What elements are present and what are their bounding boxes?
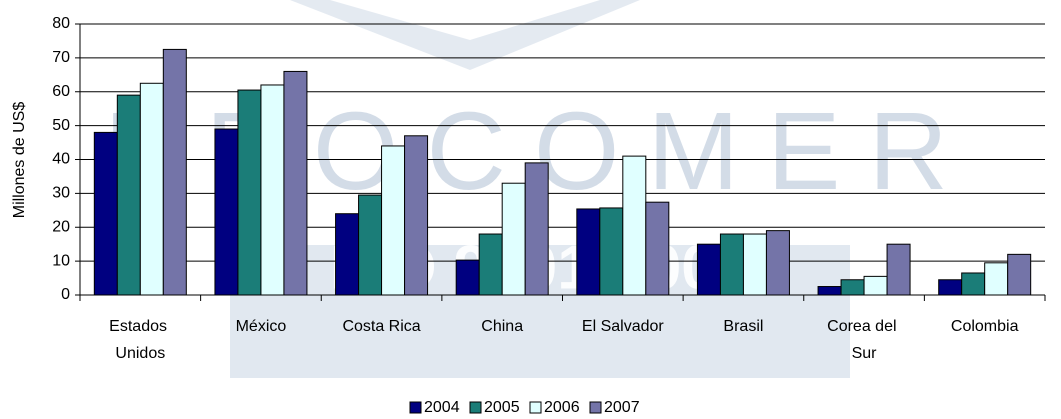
bar	[984, 262, 1009, 296]
x-tick-label: China	[481, 318, 523, 335]
x-tick-label: Estados Unidos	[109, 318, 171, 362]
x-tick-label: Costa Rica	[342, 318, 420, 335]
x-tick-label: Corea del Sur	[827, 318, 901, 362]
bar	[576, 208, 601, 296]
bar	[863, 275, 888, 296]
y-tick-label: 70	[52, 49, 70, 66]
bar	[524, 162, 549, 296]
bar	[335, 213, 360, 296]
y-tick-label: 10	[52, 252, 70, 269]
y-tick-label: 60	[52, 83, 70, 100]
bar	[886, 243, 911, 296]
bar	[961, 272, 986, 296]
bar	[478, 233, 503, 296]
x-tick-label: El Salvador	[582, 318, 664, 335]
bar	[645, 201, 670, 296]
bar	[1007, 253, 1032, 296]
bar	[162, 48, 187, 296]
bar	[622, 155, 647, 296]
bar	[817, 286, 842, 296]
x-tick-label: México	[236, 318, 287, 335]
legend-swatch	[529, 401, 542, 414]
y-axis-label: Millones de US$	[11, 102, 28, 219]
bar	[404, 135, 429, 296]
legend-swatch	[469, 401, 482, 414]
legend-label: 2006	[544, 399, 580, 416]
legend-label: 2005	[484, 399, 520, 416]
y-tick-label: 0	[61, 286, 70, 303]
y-tick-label: 80	[52, 15, 70, 32]
legend-label: 2004	[424, 399, 460, 416]
bar	[765, 230, 790, 296]
watermark-shape	[290, 0, 640, 70]
bar	[501, 182, 526, 296]
bar	[719, 233, 744, 296]
bar	[237, 89, 262, 296]
bar	[938, 279, 963, 296]
bar	[358, 194, 383, 296]
legend-swatch	[409, 401, 422, 414]
bar	[214, 128, 239, 296]
bar	[93, 131, 118, 296]
bar	[742, 233, 767, 296]
bar	[599, 207, 624, 296]
bar	[116, 94, 141, 296]
bar	[840, 279, 865, 296]
bar	[455, 259, 480, 296]
bar	[381, 145, 406, 296]
y-tick-label: 40	[52, 151, 70, 168]
legend-swatch	[589, 401, 602, 414]
x-tick-label: Colombia	[951, 318, 1019, 335]
bar	[139, 82, 164, 296]
y-tick-label: 30	[52, 185, 70, 202]
bar	[260, 84, 285, 296]
x-tick-label: Brasil	[723, 318, 763, 335]
bar	[283, 70, 308, 296]
y-tick-label: 50	[52, 117, 70, 134]
bar	[696, 243, 721, 296]
y-tick-label: 20	[52, 218, 70, 235]
legend-label: 2007	[604, 399, 640, 416]
